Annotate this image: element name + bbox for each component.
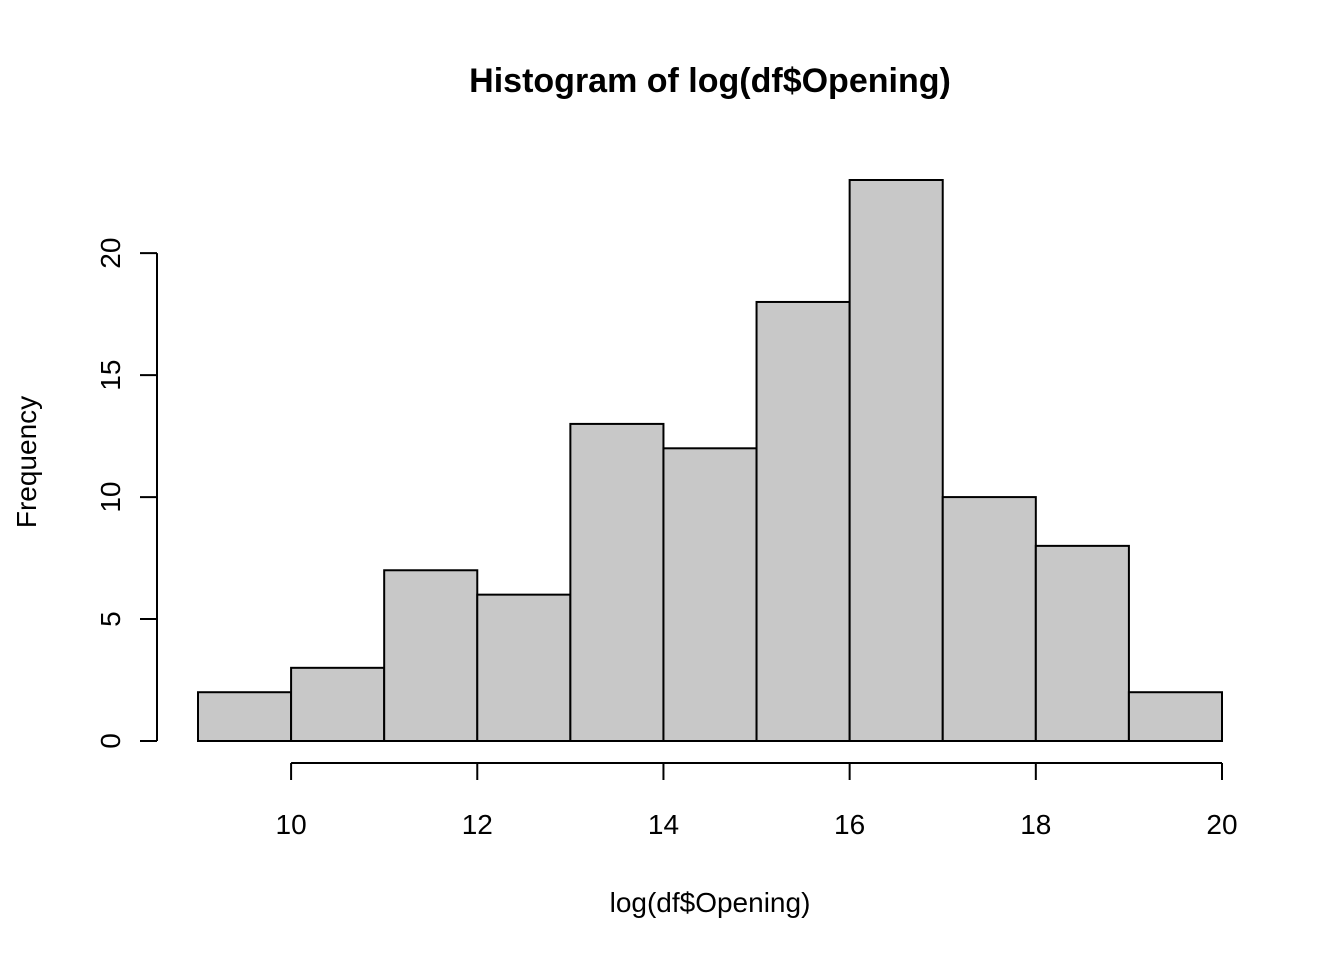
- histogram-bar-3: [476, 593, 572, 742]
- x-tick-label-1: 12: [462, 809, 493, 840]
- histogram-bar-7: [848, 179, 944, 742]
- x-tick-label-0: 10: [276, 809, 307, 840]
- histogram-bar-8: [941, 496, 1037, 742]
- y-tick-label-1: 5: [95, 611, 126, 627]
- x-tick-label-4: 18: [1020, 809, 1051, 840]
- histogram-bar-1: [290, 666, 386, 743]
- histogram-bar-9: [1034, 544, 1130, 742]
- y-tick-label-0: 0: [95, 733, 126, 749]
- histogram-bar-10: [1127, 691, 1223, 743]
- y-tick-label-4: 20: [95, 238, 126, 269]
- x-tick-label-3: 16: [834, 809, 865, 840]
- bars-group: [197, 179, 1223, 743]
- y-axis-title: Frequency: [11, 396, 42, 528]
- histogram-bar-2: [383, 569, 479, 742]
- x-tick-label-2: 14: [648, 809, 679, 840]
- histogram-bar-4: [569, 422, 665, 742]
- x-axis-title: log(df$Opening): [610, 887, 811, 918]
- chart-title: Histogram of log(df$Opening): [469, 62, 951, 100]
- y-tick-label-3: 15: [95, 360, 126, 391]
- y-tick-label-2: 10: [95, 482, 126, 513]
- histogram-bar-6: [755, 300, 851, 742]
- x-axis: 10 12 14 16 18 20: [276, 762, 1238, 840]
- x-tick-label-5: 20: [1206, 809, 1237, 840]
- histogram-bar-5: [662, 447, 758, 742]
- histogram-bar-0: [197, 691, 293, 743]
- y-axis: 0 5 10 15 20: [95, 238, 158, 749]
